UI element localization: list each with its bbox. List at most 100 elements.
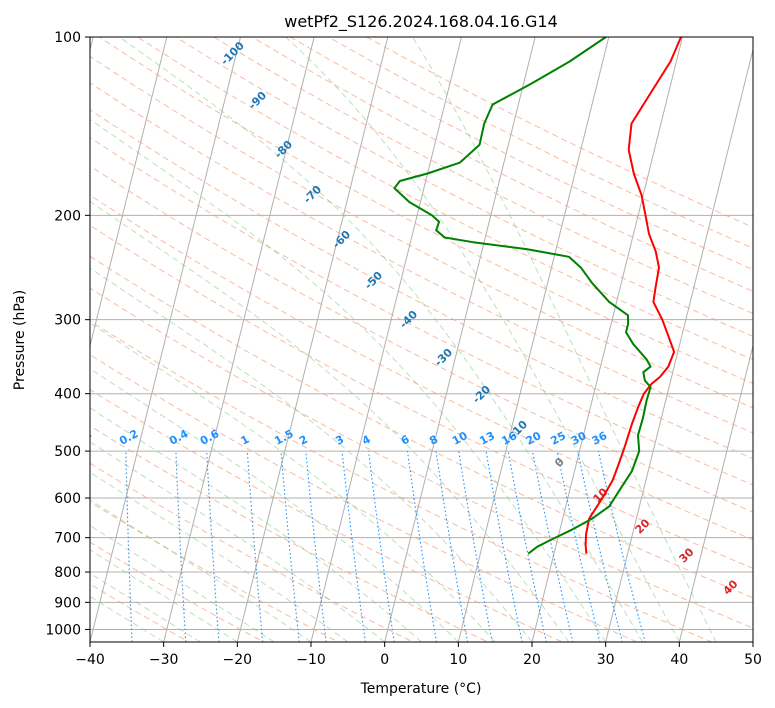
isotherm-line: [90, 37, 241, 642]
axes: −40 −30 −20 −10 0 10 20 30 40 5010020030040050060…: [45, 30, 762, 668]
dry-adiabat-line: [90, 165, 753, 513]
moist-adiabat-line: [119, 37, 643, 642]
mixing-ratio-label: 1.5: [272, 427, 295, 448]
dry-adiabat-line: [90, 224, 753, 569]
plot-area: 0.1 0.2 0.4 0.6 1 1.5 2 3 4 6 8 10 13 16 20 25 30 36-100-…: [70, 37, 753, 642]
mixing-ratio-label: 0.1: [70, 427, 93, 448]
x-tick-label: 30: [597, 652, 615, 668]
mixing-ratio-line: [507, 451, 547, 642]
mixing-ratio-label: 0.6: [198, 427, 222, 448]
dry-adiabat-line: [90, 354, 639, 642]
mixing-ratio-label: 36: [590, 429, 610, 448]
isotherm-line: [678, 343, 753, 642]
dry-adiabat-line: [90, 109, 753, 460]
dry-adiabat-label: -100: [218, 39, 247, 68]
x-tick-label: −30: [149, 652, 179, 668]
y-tick-label: 700: [54, 531, 81, 547]
dry-adiabat-line: [90, 501, 340, 642]
chart-title: wetPf2_S126.2024.168.04.16.G14: [284, 12, 558, 32]
dry-adiabat-line: [90, 255, 753, 599]
mixing-ratio-line: [577, 450, 623, 642]
x-tick-label: 20: [523, 652, 541, 668]
mixing-ratio-line: [246, 451, 264, 642]
mixing-ratio-line: [175, 451, 187, 642]
mixing-ratio-label: 1: [239, 433, 252, 448]
dry-adiabat-line: [90, 389, 564, 642]
moist-adiabat-line: [90, 118, 607, 642]
moist-adiabat-line: [90, 595, 164, 642]
dry-adiabat-line: [90, 425, 489, 642]
mixing-ratio-label: 4: [360, 433, 373, 448]
x-tick-label: −20: [223, 652, 253, 668]
x-axis-title: Temperature (°C): [360, 681, 482, 697]
x-tick-label: 50: [744, 652, 762, 668]
dry-adiabat-label: -50: [362, 269, 385, 292]
moist-adiabat-line: [90, 322, 496, 642]
y-tick-label: 200: [54, 208, 81, 224]
mixing-ratio-line: [341, 451, 366, 642]
moist-adiabat-line: [90, 200, 570, 642]
mixing-ratio-line: [485, 451, 523, 642]
mixing-ratio-line: [597, 450, 646, 642]
mixing-ratio-label: 13: [477, 429, 497, 448]
isotherm-line: [752, 639, 753, 642]
plot-frame: [89, 36, 754, 643]
moist-adiabat-label: 40: [721, 577, 741, 597]
y-tick-label: 1000: [45, 622, 81, 638]
mixing-ratio-label: 2: [297, 433, 310, 448]
background-lines: [90, 37, 753, 642]
mixing-ratio-line: [458, 451, 493, 642]
dry-adiabat-line: [366, 37, 753, 228]
y-tick-label: 500: [54, 444, 81, 460]
mixing-ratio-label: 16: [499, 429, 519, 448]
mixing-ratio-label: 3: [333, 433, 346, 448]
x-tick-label: 10: [449, 652, 467, 668]
dry-adiabat-line: [251, 37, 753, 292]
y-tick-label: 900: [54, 595, 81, 611]
mixing-ratio-line: [206, 451, 220, 642]
dry-adiabat-label: -70: [301, 183, 324, 206]
moist-adiabat-line: [90, 471, 349, 642]
mixing-ratio-label: 25: [548, 429, 568, 448]
dry-adiabat-line: [90, 136, 753, 486]
dewpoint-profile-line: [393, 37, 652, 555]
isotherm-line: [236, 37, 389, 642]
dry-adiabat-line: [99, 37, 753, 385]
dry-adiabat-line: [90, 55, 753, 409]
dry-adiabat-line: [213, 37, 753, 315]
isotherm-line: [384, 37, 536, 642]
y-tick-label: 300: [54, 313, 81, 329]
moist-adiabat-line: [90, 267, 533, 642]
moist-adiabat-line: [90, 407, 422, 642]
x-tick-label: 0: [380, 652, 389, 668]
moist-adiabat-line: [90, 499, 312, 642]
x-tick-label: −10: [296, 652, 326, 668]
mixing-ratio-line: [406, 451, 437, 642]
dry-adiabat-line: [90, 194, 753, 541]
mixing-ratio-line: [556, 450, 601, 642]
y-axis-title: Pressure (hPa): [12, 290, 28, 390]
isotherm-line: [531, 37, 683, 642]
data-series: [393, 37, 682, 555]
dry-adiabat-line: [90, 287, 753, 629]
dry-adiabat-line: [90, 462, 415, 642]
mixing-ratio-label: 8: [427, 433, 440, 448]
y-tick-label: 600: [54, 491, 81, 507]
mixing-ratio-line: [280, 451, 300, 642]
y-tick-label: 400: [54, 387, 81, 403]
isotherm-line: [163, 37, 315, 642]
mixing-ratio-line: [368, 451, 395, 642]
moist-adiabat-line: [90, 524, 275, 642]
x-tick-label: 40: [670, 652, 688, 668]
moist-adiabat-line: [412, 37, 717, 642]
mixing-ratio-line: [305, 451, 327, 642]
dry-adiabat-line: [90, 82, 753, 434]
moist-adiabat-label: 20: [633, 516, 653, 536]
isotherm-line: [457, 37, 610, 642]
mixing-ratio-label: 0.2: [117, 427, 140, 448]
isotherm-line: [90, 37, 168, 348]
dry-adiabat-label: 0: [552, 455, 567, 470]
dry-adiabat-line: [90, 320, 714, 642]
mixing-ratio-label: 20: [524, 429, 544, 448]
